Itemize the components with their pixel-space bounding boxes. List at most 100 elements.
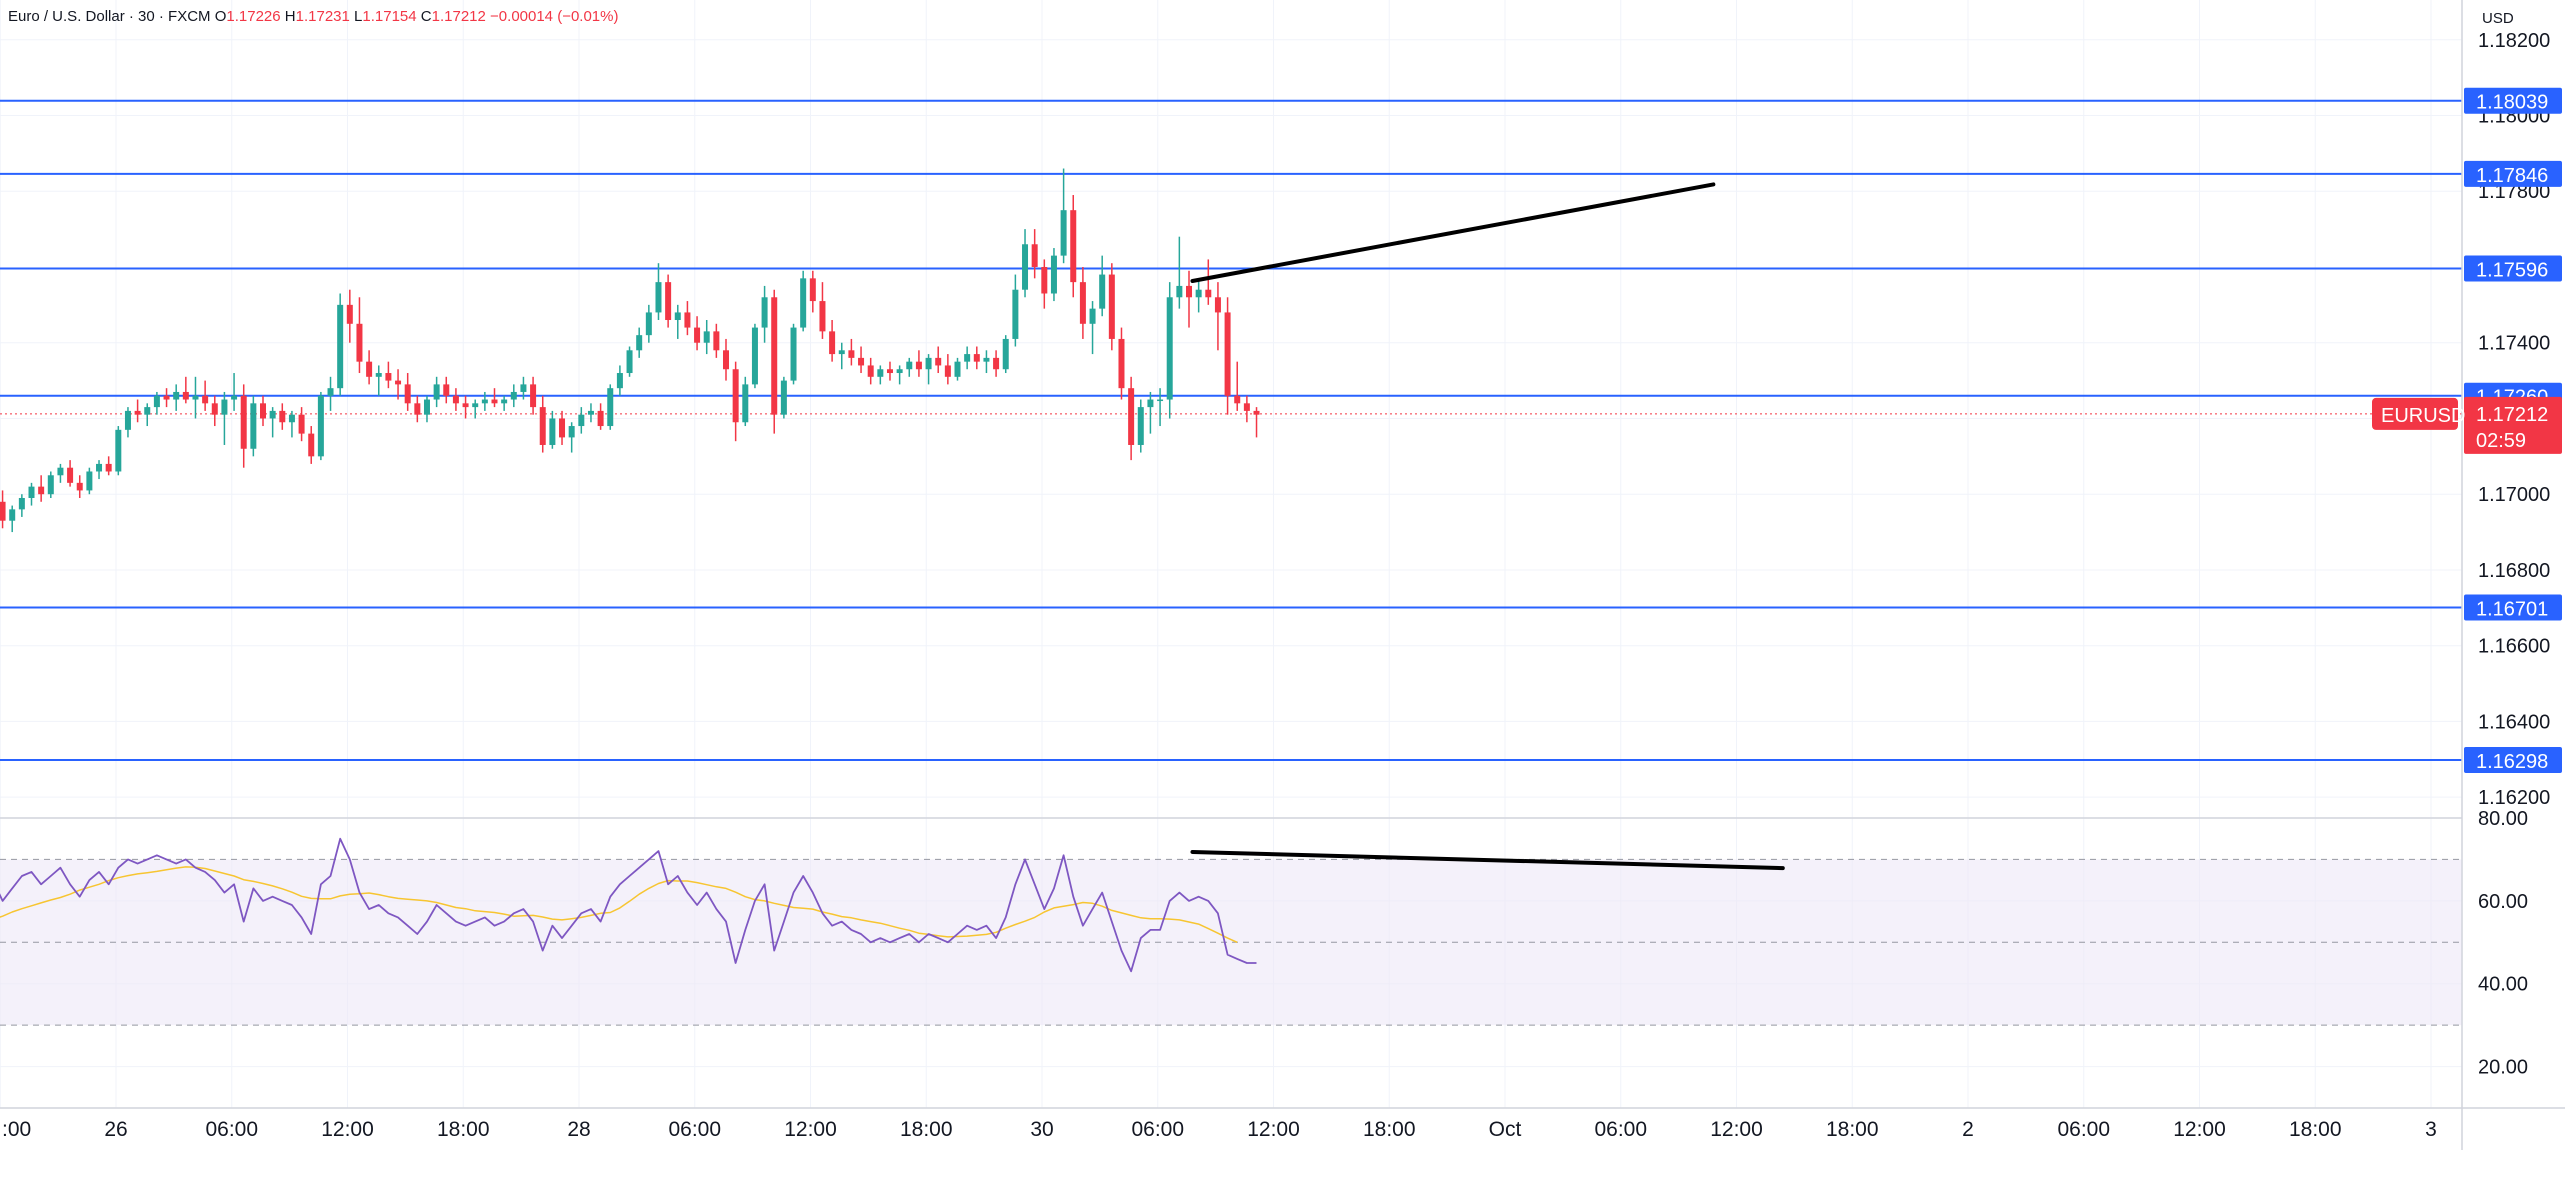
countdown-text: 02:59 <box>2476 430 2526 452</box>
candle-body <box>800 278 807 328</box>
price-trendline[interactable] <box>1190 182 1716 283</box>
candle-body <box>1089 308 1096 324</box>
rsi-tick-label: 40.00 <box>2478 974 2528 996</box>
level-badge-text: 1.16298 <box>2476 751 2548 773</box>
time-tick-label: 2 <box>1962 1118 1974 1141</box>
candle-body <box>356 323 363 362</box>
level-badge-text: 1.17596 <box>2476 260 2548 282</box>
candle-body <box>163 395 170 400</box>
candle-body <box>1012 289 1019 339</box>
candle-body <box>385 373 392 381</box>
time-tick-label: 18:00 <box>900 1118 953 1141</box>
candle-body <box>105 463 112 472</box>
last-price-badge <box>2464 396 2562 454</box>
candle-body <box>375 373 382 377</box>
candle-body <box>1118 338 1125 389</box>
candle-body <box>809 278 816 302</box>
candle-body <box>858 357 865 366</box>
level-badge <box>2464 87 2562 114</box>
rsi-trendline[interactable] <box>1190 849 1785 871</box>
rsi-axis[interactable]: 80.00 60.00 40.00 20.00 <box>2478 808 2528 1079</box>
candle-body <box>38 486 45 495</box>
candle-body <box>587 410 594 415</box>
candle-body <box>308 433 315 457</box>
candle-body <box>1060 210 1067 256</box>
candle-body <box>655 282 662 313</box>
change-value: −0.00014 (−0.01%) <box>490 8 619 25</box>
candle-body <box>1205 289 1212 298</box>
level-badge-text: 1.17846 <box>2476 165 2548 187</box>
candle-body <box>1108 274 1115 339</box>
candle-body <box>993 357 1000 370</box>
currency-label[interactable]: USD <box>2482 10 2514 27</box>
candle-body <box>1214 297 1221 313</box>
candle-body <box>829 331 836 355</box>
level-badge <box>2464 747 2562 774</box>
price-tick-label: 1.16400 <box>2478 711 2550 733</box>
candle-body <box>771 297 778 415</box>
candle-body <box>530 384 537 408</box>
candle-body <box>221 399 228 415</box>
time-tick-label: :00 <box>2 1118 31 1141</box>
candle-body <box>115 429 122 472</box>
candle-body <box>366 361 373 377</box>
candle-body <box>780 380 787 415</box>
candle-body <box>1041 266 1048 294</box>
candle-body <box>954 361 961 377</box>
horizontal-levels[interactable] <box>0 99 2462 762</box>
trendlines[interactable] <box>1190 182 1785 871</box>
candle-body <box>0 501 6 521</box>
rsi-tick-label: 80.00 <box>2478 808 2528 830</box>
time-tick-label: 12:00 <box>2173 1118 2226 1141</box>
candle-body <box>231 395 238 400</box>
symbol-name[interactable]: Euro / U.S. Dollar · 30 · FXCM <box>8 8 211 25</box>
candle-body <box>694 327 701 343</box>
candle-body <box>192 395 199 400</box>
candle-body <box>18 497 25 510</box>
candle-body <box>395 380 402 385</box>
time-tick-label: 18:00 <box>437 1118 490 1141</box>
candle-body <box>848 350 855 358</box>
candle-body <box>9 509 16 521</box>
candle-body <box>616 373 623 389</box>
candle-body <box>269 410 276 419</box>
open-label: O <box>214 8 227 25</box>
chart-legend: Euro / U.S. Dollar · 30 · FXCM O1.17226 … <box>8 8 618 25</box>
candle-body <box>1002 338 1009 370</box>
level-badge-text: 1.16701 <box>2476 598 2548 620</box>
low-label: L <box>354 8 363 25</box>
candle-body <box>96 463 103 472</box>
rsi-tick-label: 20.00 <box>2478 1057 2528 1079</box>
close-value: 1.17212 <box>431 8 486 25</box>
candle-body <box>76 482 83 491</box>
candle-body <box>211 403 218 415</box>
candle-body <box>1022 244 1029 290</box>
candle-body <box>1050 255 1057 294</box>
candle-body <box>1137 407 1144 445</box>
candle-body <box>86 471 93 491</box>
candle-body <box>742 384 749 423</box>
time-tick-label: 12:00 <box>1710 1118 1763 1141</box>
price-tick-label: 1.17400 <box>2478 333 2550 355</box>
time-tick-label: 06:00 <box>668 1118 721 1141</box>
candle-body <box>501 399 508 404</box>
candle-body <box>539 407 546 445</box>
candle-body <box>67 467 74 483</box>
candle-body <box>153 395 160 408</box>
candle-body <box>1253 410 1260 415</box>
time-tick-label: 12:00 <box>1247 1118 1300 1141</box>
rsi-band-area <box>0 858 2462 1026</box>
candle-body <box>935 357 942 366</box>
close-label: C <box>420 8 432 25</box>
candle-body <box>568 426 575 438</box>
price-badges: 1.180391.178461.175961.172601.167011.162… <box>2372 87 2562 774</box>
candle-body <box>260 403 267 419</box>
candle-body <box>462 403 469 408</box>
candle-body <box>414 403 421 415</box>
candle-body <box>481 399 488 404</box>
time-axis[interactable]: :00 26 06:00 12:00 18:00 28 06:00 12:00 18:00 30 0… <box>2 1118 2437 1141</box>
level-badge <box>2464 160 2562 187</box>
time-tick-label: 18:00 <box>2289 1118 2342 1141</box>
candle-body <box>124 410 131 430</box>
